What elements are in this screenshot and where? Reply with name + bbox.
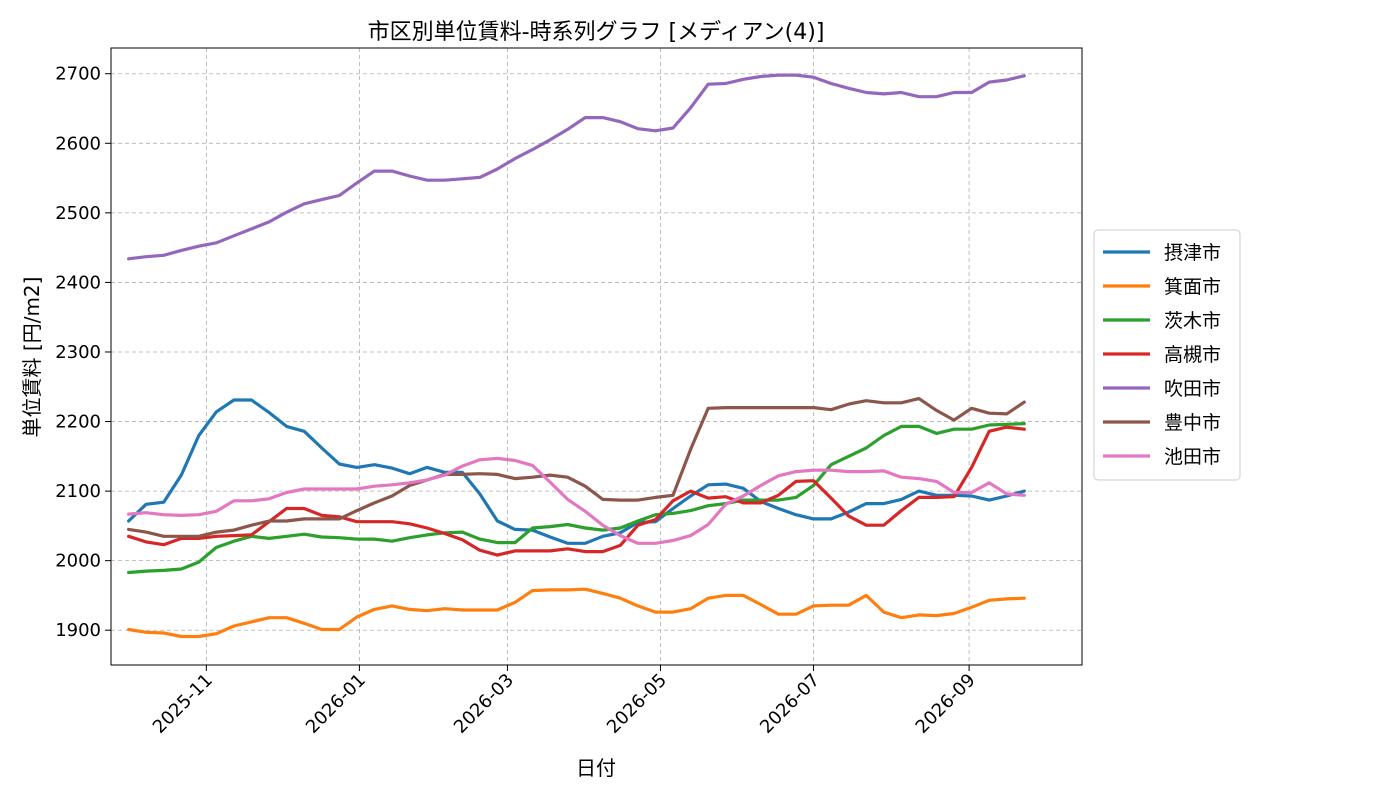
y-tick-label: 2100 [55, 481, 101, 502]
plot-frame [110, 47, 1083, 666]
y-axis-label: 単位賃料 [円/m2] [20, 277, 44, 438]
x-tick-label: 2026-01 [302, 670, 370, 738]
legend-label: 高槻市 [1164, 344, 1221, 366]
y-tick-label: 2200 [55, 412, 101, 433]
x-tick-label: 2026-09 [912, 670, 980, 738]
series-line-5 [127, 73, 1026, 261]
series-line-6 [127, 397, 1026, 538]
y-tick-label: 2400 [55, 272, 101, 293]
x-axis-label: 日付 [576, 756, 616, 780]
series-line-3 [127, 422, 1026, 575]
y-tick-label: 2000 [55, 551, 101, 572]
legend-label: 豊中市 [1164, 412, 1221, 434]
legend-label: 茨木市 [1164, 310, 1221, 332]
series-lines [127, 73, 1026, 639]
chart-title: 市区別単位賃料-時系列グラフ [メディアン(4)] [368, 20, 825, 45]
legend-label: 箕面市 [1164, 276, 1221, 298]
series-line-7 [127, 456, 1026, 545]
legend-box [1093, 229, 1241, 481]
x-tick-label: 2026-07 [756, 670, 824, 738]
y-tick-label: 2600 [55, 133, 101, 154]
series-line-4 [127, 425, 1026, 557]
x-axis-ticks: 2025-11 2026-01 2026-03 2026-05 2026-07 2026-… [149, 665, 980, 738]
y-axis-ticks: 1900 2000 2100 2200 2300 2400 2500 2600 2700 [55, 64, 111, 641]
y-tick-label: 2300 [55, 342, 101, 363]
series-line-1 [127, 398, 1026, 545]
legend-label: 池田市 [1164, 446, 1221, 468]
series-line-2 [127, 587, 1026, 639]
legend-label: 摂津市 [1164, 242, 1221, 264]
grid-lines [111, 48, 1082, 665]
y-tick-label: 2500 [55, 203, 101, 224]
y-tick-label: 1900 [55, 620, 101, 641]
x-tick-label: 2026-03 [450, 670, 518, 738]
x-tick-label: 2026-05 [603, 670, 671, 738]
y-tick-label: 2700 [55, 64, 101, 85]
x-tick-label: 2025-11 [149, 670, 217, 738]
legend-label: 吹田市 [1164, 378, 1221, 400]
